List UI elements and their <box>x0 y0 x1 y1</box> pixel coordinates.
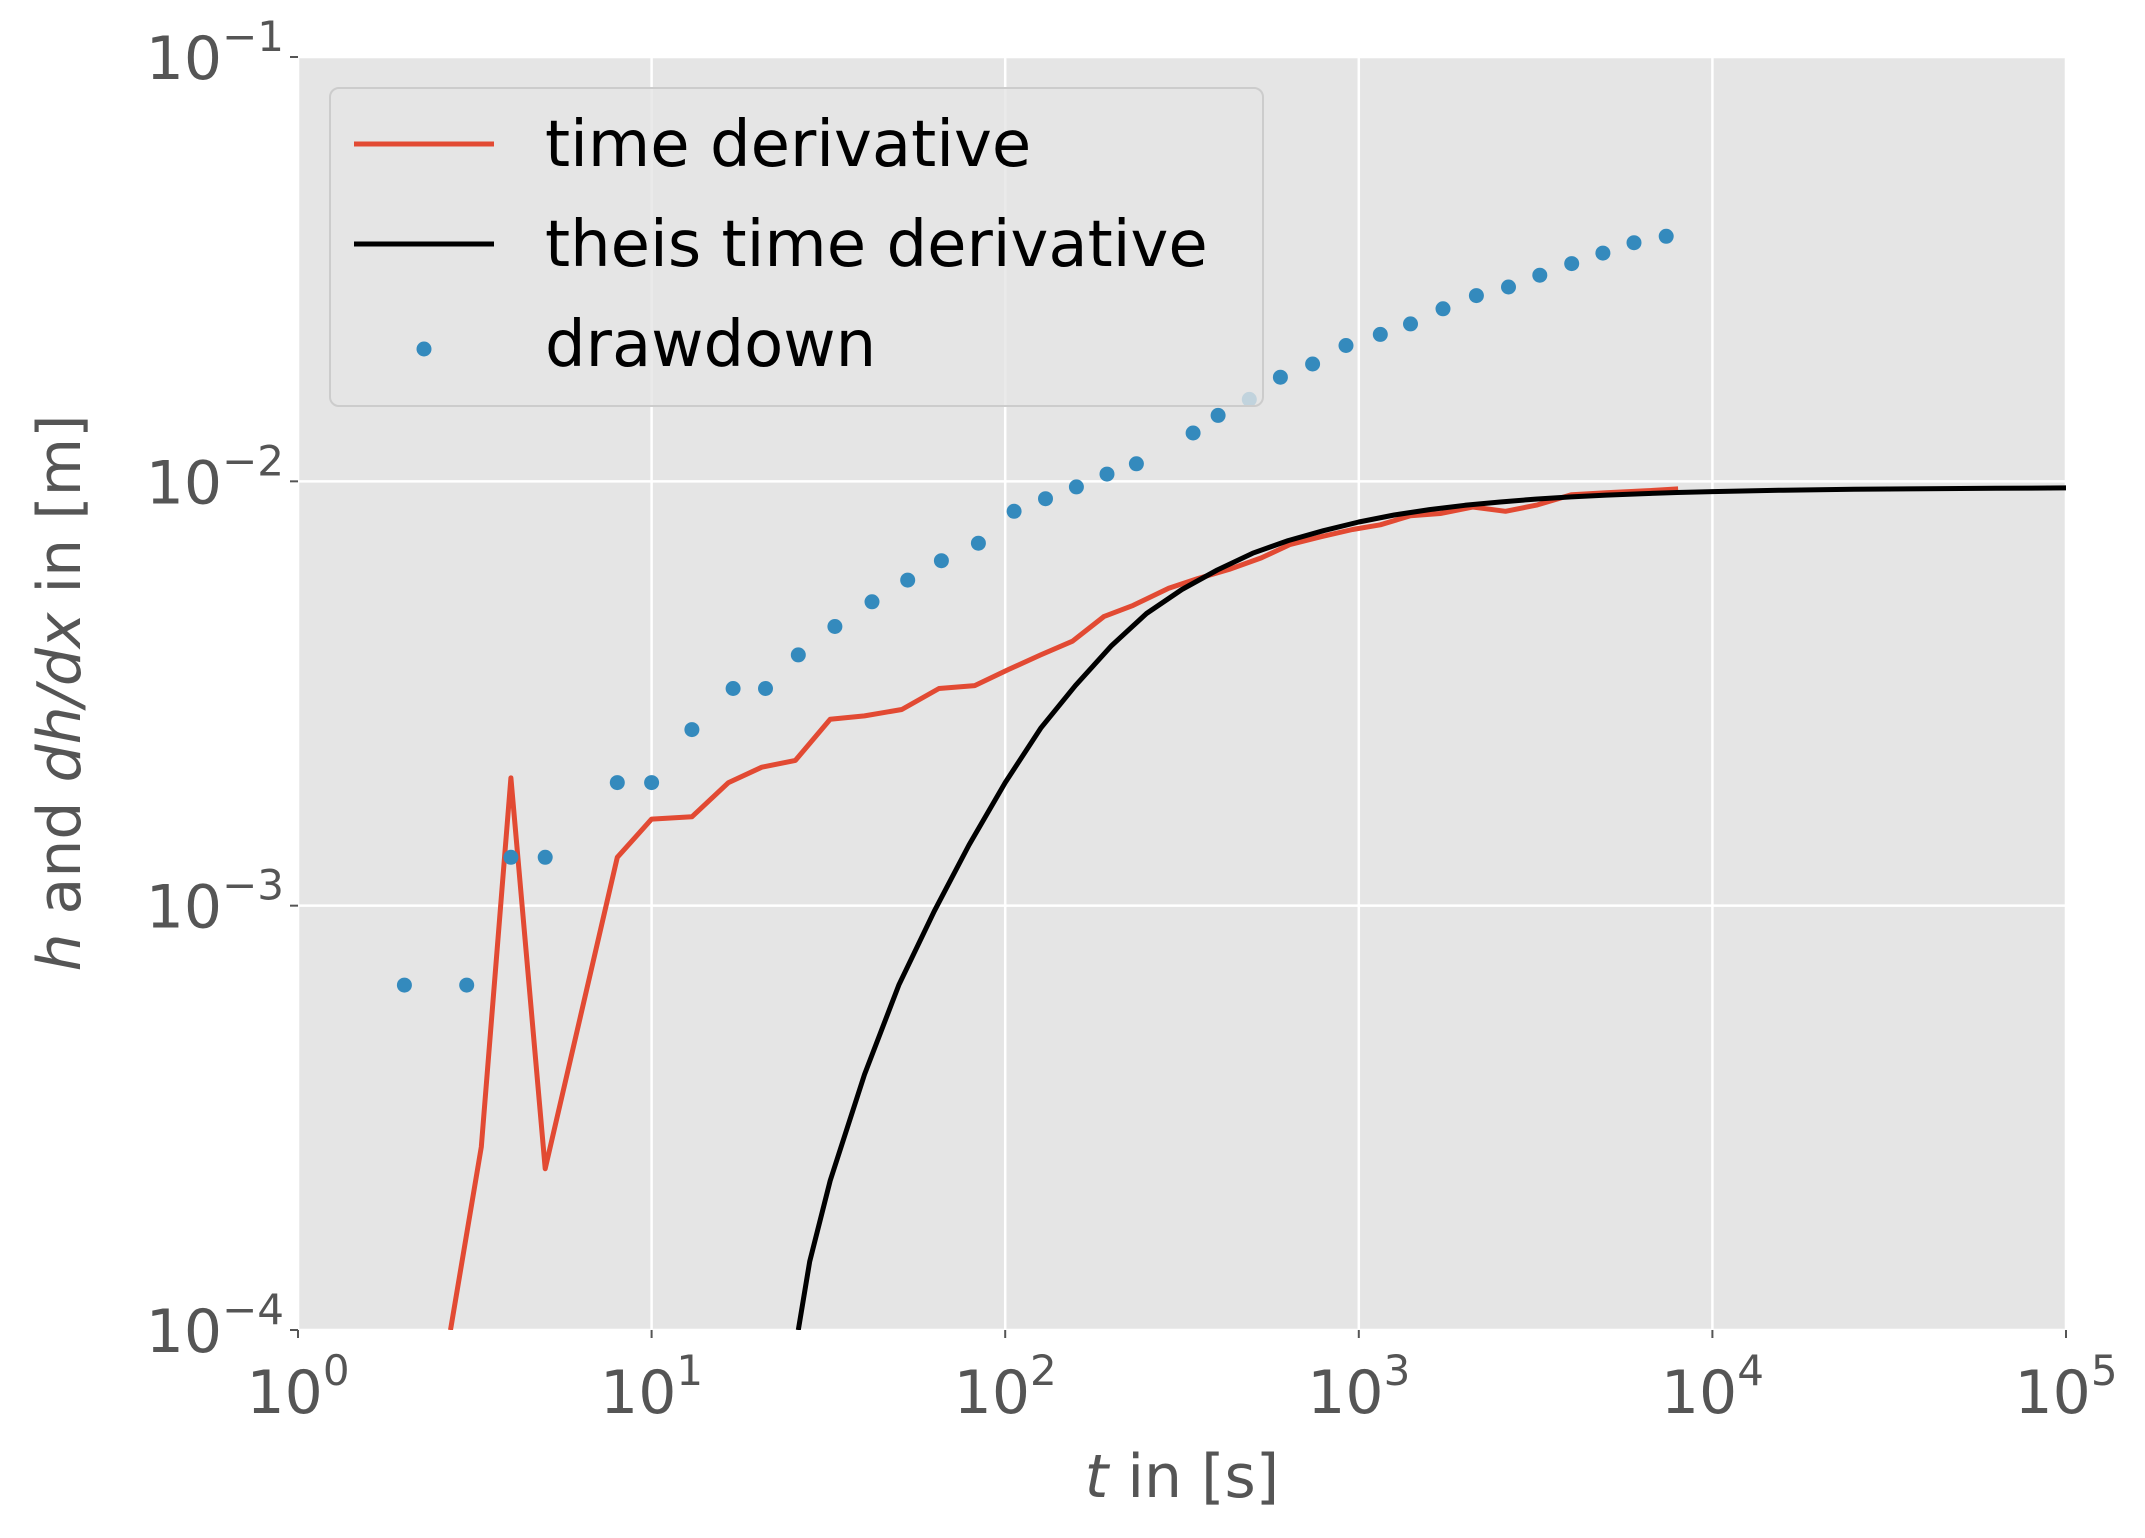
data-point-drawdown <box>1435 301 1451 317</box>
y-tick-label: 10−3 <box>146 861 284 943</box>
data-point-drawdown <box>1403 316 1418 332</box>
data-point-drawdown <box>1658 228 1674 244</box>
x-tick-label: 100 <box>246 1346 349 1428</box>
data-point-drawdown <box>1338 338 1354 353</box>
x-tick-label: 103 <box>1307 1346 1410 1428</box>
data-point-drawdown <box>827 619 843 634</box>
data-point-drawdown <box>1501 279 1516 295</box>
data-point-drawdown <box>725 681 741 696</box>
data-point-drawdown <box>1185 425 1201 441</box>
data-point-drawdown <box>1595 245 1611 261</box>
series-line-theis-time-derivative <box>795 485 2066 1330</box>
data-point-drawdown <box>758 681 773 696</box>
data-point-drawdown <box>1305 356 1321 372</box>
data-point-drawdown <box>1272 369 1288 385</box>
data-point-drawdown <box>1468 288 1484 304</box>
data-point-drawdown <box>1038 491 1053 507</box>
y-tick-label: 10−4 <box>146 1285 284 1367</box>
data-point-drawdown <box>1372 326 1388 342</box>
legend-label-drawdown: drawdown <box>545 308 876 382</box>
legend: time derivative theis time derivative dr… <box>329 87 1264 407</box>
data-point-drawdown <box>864 594 880 610</box>
x-axis-label: t in [s] <box>1085 1442 1279 1512</box>
data-point-drawdown <box>1068 479 1084 495</box>
data-point-drawdown <box>970 535 986 551</box>
y-tick-label: 10−2 <box>146 436 284 518</box>
data-point-drawdown <box>1099 466 1115 482</box>
data-point-drawdown <box>1626 235 1642 251</box>
data-point-drawdown <box>503 849 519 865</box>
x-tick-label: 101 <box>600 1346 703 1428</box>
data-point-drawdown <box>459 977 475 993</box>
x-tick-label: 105 <box>2014 1346 2117 1428</box>
data-point-drawdown <box>609 775 625 791</box>
y-axis-label: h and dh/dx in [m] <box>25 414 95 971</box>
data-point-drawdown <box>644 775 660 791</box>
y-tick-label: 10−1 <box>146 12 284 94</box>
data-point-drawdown <box>1210 407 1226 423</box>
data-point-drawdown <box>900 572 916 588</box>
x-tick-label: 102 <box>954 1346 1057 1428</box>
axis-ticks: 100 101 102 103 104 105 10−4 10−3 10−2 10−1 <box>146 12 2118 1428</box>
data-point-drawdown <box>1128 456 1144 472</box>
data-point-drawdown <box>933 553 949 569</box>
data-point-drawdown <box>1564 256 1580 272</box>
data-point-drawdown <box>1006 503 1022 519</box>
legend-swatch-drawdown <box>416 341 432 357</box>
data-point-drawdown <box>684 722 700 738</box>
legend-label-theis-time-derivative: theis time derivative <box>545 208 1208 282</box>
x-tick-label: 104 <box>1661 1346 1764 1428</box>
legend-box <box>329 87 1264 407</box>
series-layer <box>396 228 2066 1330</box>
data-point-drawdown <box>537 849 553 865</box>
data-point-drawdown <box>1532 267 1548 283</box>
data-point-drawdown <box>790 647 806 663</box>
data-point-drawdown <box>396 977 412 993</box>
legend-label-time-derivative: time derivative <box>545 108 1031 182</box>
